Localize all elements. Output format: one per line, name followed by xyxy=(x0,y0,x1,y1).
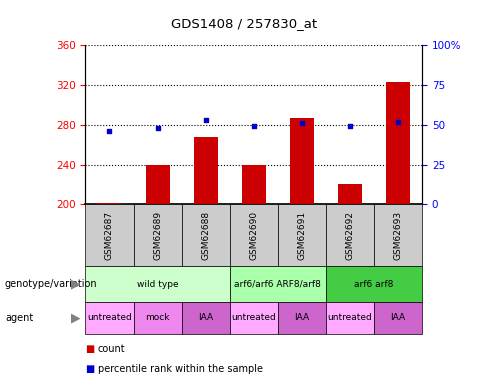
Bar xyxy=(290,118,314,204)
Bar xyxy=(194,136,218,204)
Text: IAA: IAA xyxy=(390,314,406,322)
Point xyxy=(250,123,258,129)
Text: GSM62693: GSM62693 xyxy=(393,211,403,260)
Point xyxy=(394,118,402,124)
Text: IAA: IAA xyxy=(294,314,309,322)
Text: ■: ■ xyxy=(85,344,95,354)
Bar xyxy=(386,82,410,204)
Text: agent: agent xyxy=(5,313,33,323)
Bar xyxy=(98,203,122,204)
Text: wild type: wild type xyxy=(137,280,179,289)
Text: untreated: untreated xyxy=(231,314,276,322)
Text: ▶: ▶ xyxy=(71,278,81,291)
Text: percentile rank within the sample: percentile rank within the sample xyxy=(98,364,263,374)
Point xyxy=(298,120,306,126)
Point xyxy=(154,125,162,131)
Bar xyxy=(242,165,266,204)
Bar xyxy=(338,184,362,204)
Text: ■: ■ xyxy=(85,364,95,374)
Text: arf6 arf8: arf6 arf8 xyxy=(354,280,394,289)
Bar xyxy=(145,165,170,204)
Text: mock: mock xyxy=(145,314,170,322)
Text: genotype/variation: genotype/variation xyxy=(5,279,98,289)
Text: GSM62691: GSM62691 xyxy=(297,211,306,260)
Text: GSM62690: GSM62690 xyxy=(249,211,258,260)
Text: GSM62688: GSM62688 xyxy=(201,211,210,260)
Point xyxy=(105,128,113,134)
Text: GDS1408 / 257830_at: GDS1408 / 257830_at xyxy=(171,17,317,30)
Text: untreated: untreated xyxy=(87,314,132,322)
Text: GSM62692: GSM62692 xyxy=(346,211,354,260)
Text: IAA: IAA xyxy=(198,314,213,322)
Text: ▶: ▶ xyxy=(71,311,81,324)
Text: count: count xyxy=(98,344,125,354)
Text: GSM62689: GSM62689 xyxy=(153,211,162,260)
Point xyxy=(202,117,209,123)
Text: untreated: untreated xyxy=(327,314,372,322)
Text: GSM62687: GSM62687 xyxy=(105,211,114,260)
Text: arf6/arf6 ARF8/arf8: arf6/arf6 ARF8/arf8 xyxy=(234,280,321,289)
Point xyxy=(346,123,354,129)
